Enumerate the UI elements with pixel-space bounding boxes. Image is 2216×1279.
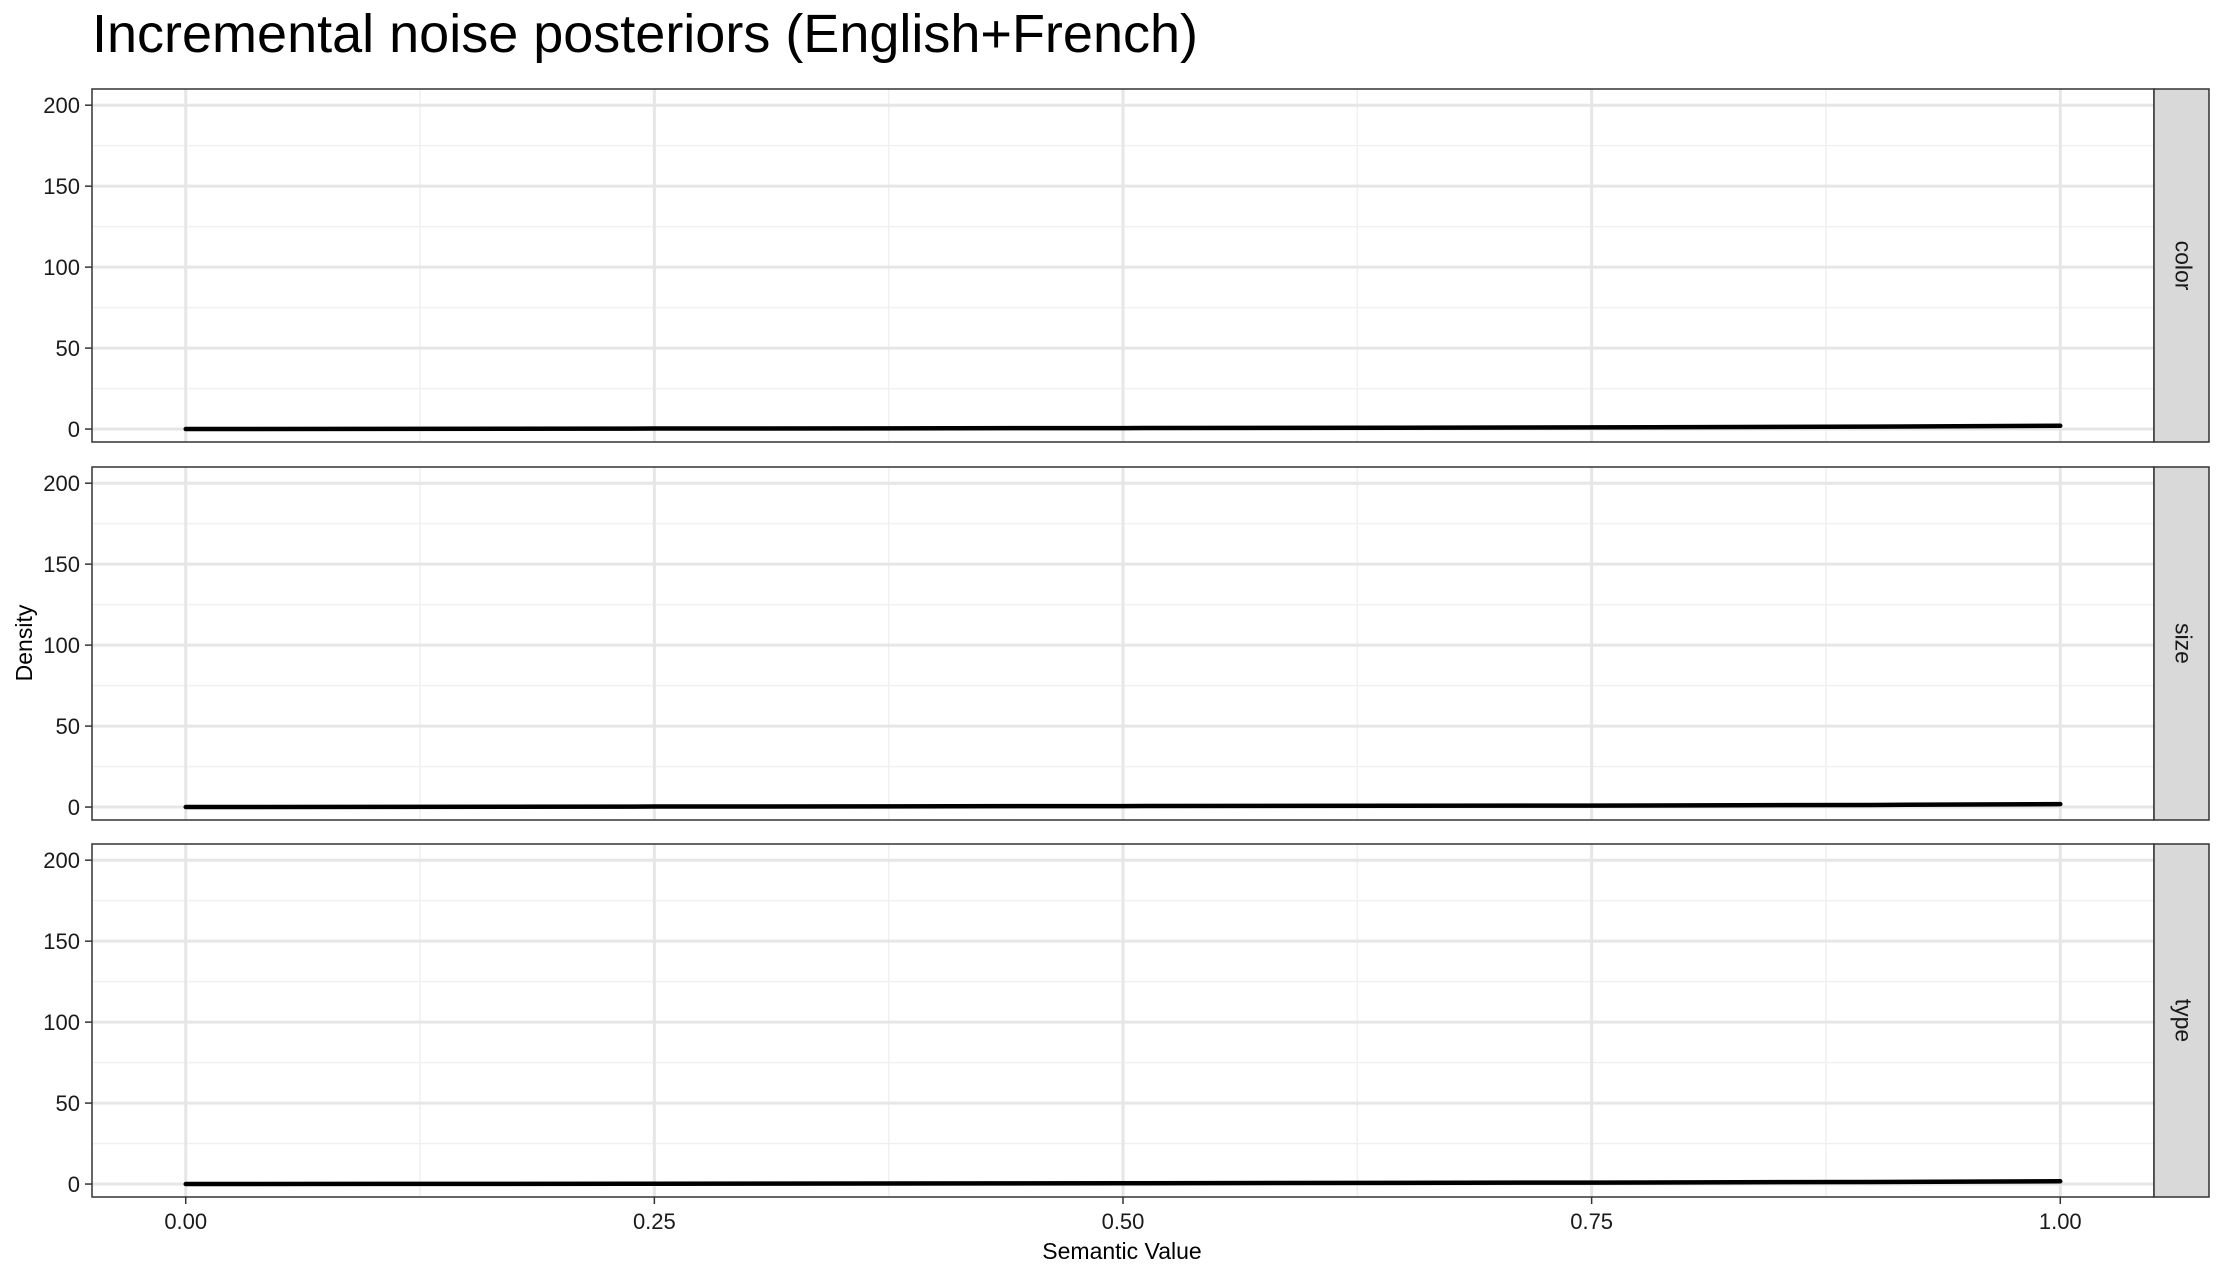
facet-panel-color: 0 50 100 150 200 color <box>43 88 2210 443</box>
x-tick-label: 0.75 <box>1570 1209 1613 1234</box>
x-axis-title: Semantic Value <box>1042 1238 1201 1264</box>
x-tick-label: 1.00 <box>2039 1209 2082 1234</box>
y-tick-label: 100 <box>43 633 80 658</box>
y-tick-label: 100 <box>43 255 80 280</box>
facet-strip-label: size <box>2170 623 2196 664</box>
facet-panel-size: 0 50 100 150 200 size <box>43 466 2210 821</box>
series-line-size <box>183 801 2063 810</box>
y-tick-label: 150 <box>43 552 80 577</box>
series-line-type <box>183 1179 2063 1187</box>
facet-strip <box>2153 88 2210 443</box>
series-line-color <box>183 423 2063 432</box>
y-tick-label: 150 <box>43 929 80 954</box>
facet-panels: 0 50 100 150 200 color 0 50 100 150 200 size 0 50 100 1… <box>43 88 2210 1198</box>
y-tick-label: 0 <box>68 795 80 820</box>
x-axis: 0.00 0.25 0.50 0.75 1.00 <box>164 1197 2082 1234</box>
y-axis-title: Density <box>11 604 37 681</box>
facet-strip-label: color <box>2170 241 2196 291</box>
y-tick-label: 0 <box>68 417 80 442</box>
x-tick-label: 0.50 <box>1102 1209 1145 1234</box>
facet-strip <box>2153 466 2210 821</box>
y-tick-label: 200 <box>43 471 80 496</box>
facet-panel-type: 0 50 100 150 200 type <box>43 843 2210 1198</box>
y-tick-label: 200 <box>43 848 80 873</box>
facet-strip-label: type <box>2170 999 2196 1042</box>
y-tick-label: 0 <box>68 1172 80 1197</box>
y-tick-label: 100 <box>43 1010 80 1035</box>
x-tick-label: 0.25 <box>633 1209 676 1234</box>
y-tick-label: 50 <box>56 714 80 739</box>
facet-strip <box>2153 843 2210 1198</box>
y-tick-label: 50 <box>56 336 80 361</box>
y-tick-label: 200 <box>43 93 80 118</box>
x-tick-label: 0.00 <box>164 1209 207 1234</box>
y-tick-label: 150 <box>43 174 80 199</box>
chart-title: Incremental noise posteriors (English+Fr… <box>92 4 1198 64</box>
y-tick-label: 50 <box>56 1091 80 1116</box>
